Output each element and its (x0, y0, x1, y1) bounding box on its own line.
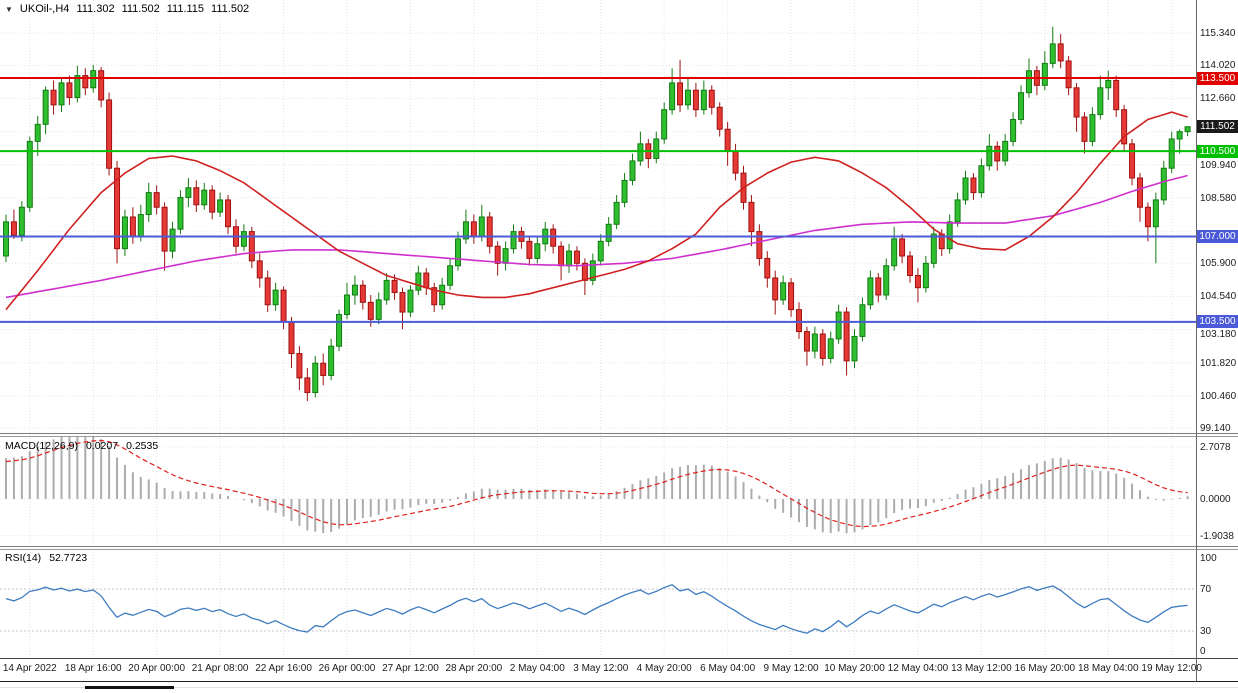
main-chart-pane[interactable] (3, 26, 1191, 402)
macd-pane[interactable] (5, 436, 1189, 534)
horizontal-level-lines[interactable] (0, 77, 1196, 323)
rsi-pane[interactable] (5, 583, 1188, 634)
grid-lines (0, 0, 1196, 657)
h-scrollbar[interactable] (0, 683, 1238, 693)
h-scrollbar-thumb[interactable] (85, 686, 174, 689)
h-scrollbar-track[interactable] (0, 687, 1238, 688)
